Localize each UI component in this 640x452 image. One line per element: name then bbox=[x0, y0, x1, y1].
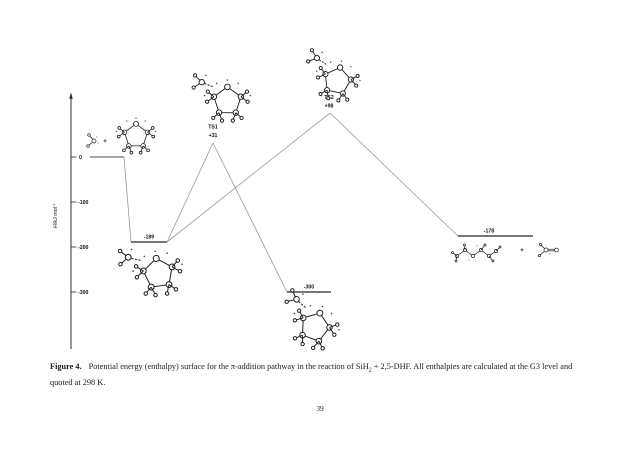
ts2-value: +98 bbox=[325, 104, 334, 110]
figure-caption-label: Figure 4. bbox=[50, 362, 82, 371]
molecule-ring-product bbox=[273, 288, 348, 356]
figure-caption: Figure 4. Potential energy (enthalpy) sur… bbox=[50, 361, 587, 388]
plus-sign-products: + bbox=[520, 247, 524, 254]
energy-diagram: 0 -100 -200 -300 H/kJ mol-1 -189 -300 -1… bbox=[52, 0, 559, 360]
segment-ts2-to-products bbox=[329, 112, 459, 237]
y-axis-arrow-icon bbox=[69, 92, 73, 99]
page-number: 39 bbox=[316, 404, 324, 413]
figure-caption-text-1: Potential energy (enthalpy) surface for … bbox=[88, 362, 369, 371]
figure-caption-text-2: + 2,5-DHF. All enthalpies are calculated… bbox=[50, 362, 573, 387]
molecule-reactant-sih2 bbox=[86, 133, 99, 148]
molecule-product-silanone bbox=[537, 242, 559, 258]
molecule-product-diene bbox=[451, 243, 502, 263]
tick-label-100: -100 bbox=[78, 200, 88, 206]
tick-label-200: -200 bbox=[78, 245, 88, 251]
level-label-products: -178 bbox=[484, 229, 494, 235]
figure-caption-subscript: 2 bbox=[368, 367, 372, 374]
segment-complex-to-ts2 bbox=[166, 112, 331, 243]
tick-label-300: -300 bbox=[78, 290, 88, 296]
molecule-ts1 bbox=[192, 74, 251, 122]
energy-profile: -189 -300 -178 TS1 +31 TS2 +98 bbox=[90, 95, 533, 293]
segment-complex-to-ts1 bbox=[166, 142, 214, 243]
plus-sign-reactants: + bbox=[103, 138, 107, 145]
level-label-ring-product: -300 bbox=[304, 285, 314, 291]
segment-reactants-to-complex bbox=[123, 156, 132, 243]
level-label-complex: -189 bbox=[144, 235, 154, 241]
tick-label-0: 0 bbox=[79, 155, 82, 161]
y-axis-label: H/kJ mol-1 bbox=[52, 204, 59, 228]
molecule-complex bbox=[117, 241, 187, 301]
segment-ts1-to-ring-product bbox=[212, 142, 288, 293]
molecule-reactant-dhf bbox=[115, 117, 157, 155]
y-axis: 0 -100 -200 -300 H/kJ mol-1 bbox=[52, 92, 88, 349]
ts1-value: +31 bbox=[209, 133, 218, 139]
ts1-name: TS1 bbox=[208, 125, 218, 131]
